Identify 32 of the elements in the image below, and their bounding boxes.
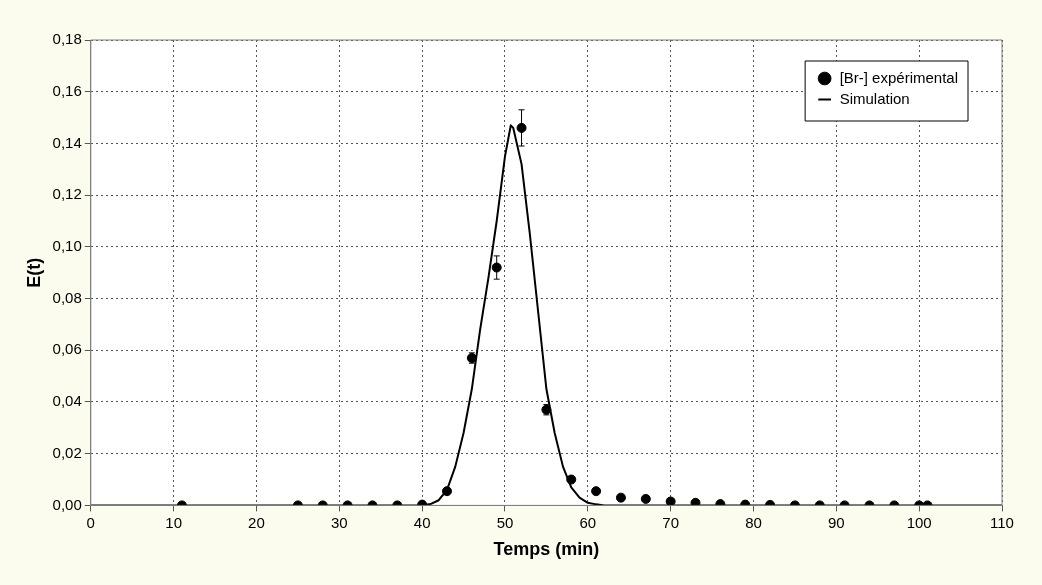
y-tick-label: 0,06 bbox=[52, 340, 82, 358]
point bbox=[640, 493, 651, 504]
x-tick-label: 20 bbox=[248, 513, 265, 531]
y-tick-label: 0,04 bbox=[52, 392, 82, 410]
y-tick-label: 0,00 bbox=[52, 495, 82, 513]
x-tick-label: 10 bbox=[165, 513, 182, 531]
x-tick-label: 60 bbox=[579, 513, 597, 531]
x-tick-label: 30 bbox=[330, 513, 348, 531]
y-tick-label: 0,16 bbox=[52, 81, 82, 99]
point bbox=[665, 496, 676, 506]
legend-label: Simulation bbox=[839, 89, 910, 107]
legend-label: [Br-] expérimental bbox=[839, 68, 958, 86]
x-tick-label: 40 bbox=[413, 513, 431, 531]
y-tick-label: 0,18 bbox=[52, 30, 82, 48]
y-axis-title: E(t) bbox=[23, 257, 44, 288]
point bbox=[516, 122, 527, 133]
x-tick-label: 50 bbox=[496, 513, 514, 531]
x-tick-label: 110 bbox=[990, 513, 1014, 531]
x-tick-label: 80 bbox=[745, 513, 762, 531]
y-tick-label: 0,14 bbox=[52, 133, 82, 151]
y-tick-label: 0,12 bbox=[52, 185, 82, 203]
point bbox=[566, 474, 577, 485]
x-tick-label: 100 bbox=[906, 513, 932, 531]
x-axis-title: Temps (min) bbox=[493, 539, 600, 560]
y-tick-label: 0,02 bbox=[52, 443, 82, 461]
point bbox=[690, 497, 701, 506]
point bbox=[615, 492, 626, 503]
x-tick-label: 0 bbox=[86, 513, 95, 531]
y-tick-label: 0,10 bbox=[52, 236, 82, 254]
x-tick-label: 90 bbox=[827, 513, 845, 531]
x-tick-label: 70 bbox=[662, 513, 679, 531]
y-tick-label: 0,08 bbox=[52, 288, 82, 306]
